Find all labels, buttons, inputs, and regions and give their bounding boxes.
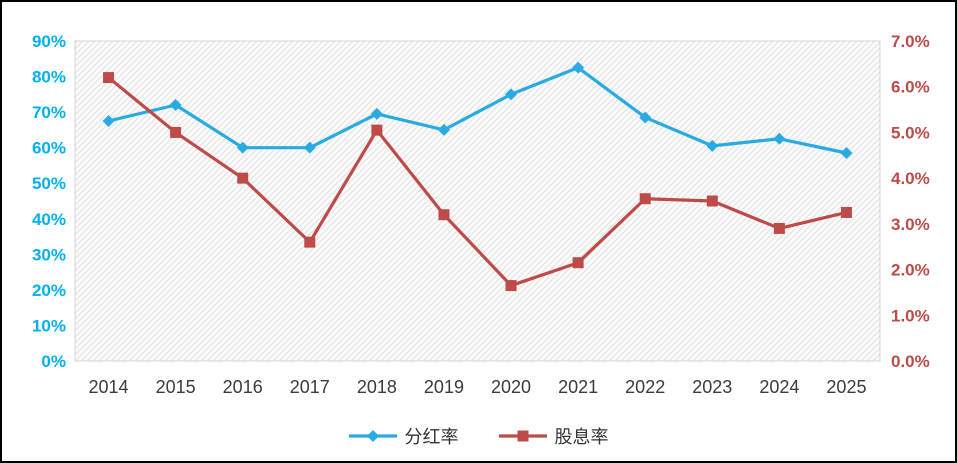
square-marker — [505, 280, 517, 292]
square-marker — [237, 172, 249, 184]
square-marker — [706, 195, 718, 207]
series-line — [106, 66, 849, 155]
square-marker — [103, 72, 115, 84]
square-marker — [371, 124, 383, 136]
x-axis-label: 2018 — [357, 377, 397, 397]
x-axis-label: 2015 — [156, 377, 196, 397]
x-axis-label: 2023 — [692, 377, 732, 397]
square-legend-swatch-icon — [498, 430, 547, 442]
square-marker — [840, 206, 852, 218]
left-axis-tick: 30% — [32, 245, 66, 264]
series-line — [106, 75, 849, 288]
right-axis-tick: 5.0% — [891, 123, 930, 142]
square-marker — [170, 126, 182, 138]
left-axis-tick: 70% — [32, 103, 66, 122]
x-axis-label: 2014 — [89, 377, 129, 397]
diamond-marker — [840, 147, 853, 159]
diamond-marker — [505, 88, 518, 101]
legend-item: 分红率 — [348, 423, 459, 449]
left-axis-tick: 60% — [32, 139, 66, 158]
right-axis-tick: 6.0% — [891, 78, 930, 97]
right-axis-tick: 3.0% — [891, 215, 930, 234]
left-axis-tick: 20% — [32, 281, 66, 300]
x-axis-label: 2019 — [424, 377, 464, 397]
diamond-legend-swatch-icon — [348, 430, 397, 442]
diamond-marker — [370, 107, 383, 120]
x-axis-label: 2024 — [759, 377, 799, 397]
x-axis-label: 2020 — [491, 377, 531, 397]
x-axis-label: 2017 — [290, 377, 330, 397]
left-axis-tick: 50% — [32, 174, 66, 193]
chart-legend: 分红率 股息率 — [2, 423, 955, 449]
diamond-marker — [236, 141, 249, 154]
left-axis-tick: 90% — [32, 32, 66, 51]
legend-item: 股息率 — [498, 423, 609, 449]
diamond-marker — [706, 139, 719, 152]
square-marker — [304, 236, 316, 248]
right-axis-tick: 1.0% — [891, 306, 930, 325]
diamond-marker — [102, 115, 115, 127]
diamond-marker — [437, 123, 450, 136]
left-axis-tick: 40% — [32, 210, 66, 229]
diamond-marker — [303, 141, 316, 154]
square-marker — [572, 257, 584, 269]
x-axis-label: 2025 — [826, 377, 866, 397]
x-axis-label: 2021 — [558, 377, 598, 397]
left-axis-tick: 10% — [32, 316, 66, 335]
square-marker — [773, 222, 785, 234]
right-axis-tick: 2.0% — [891, 261, 930, 280]
square-marker — [639, 193, 651, 205]
plot-area — [74, 40, 881, 362]
diamond-marker — [169, 99, 182, 111]
legend-label: 分红率 — [404, 427, 459, 447]
right-axis-tick: 7.0% — [891, 32, 930, 51]
legend-label: 股息率 — [554, 427, 609, 447]
right-axis-tick: 4.0% — [891, 169, 930, 188]
x-axis-label: 2022 — [625, 377, 665, 397]
left-axis-tick: 80% — [32, 68, 66, 87]
diamond-marker — [639, 111, 652, 124]
diamond-marker — [773, 132, 786, 145]
right-axis-tick: 0.0% — [891, 352, 930, 371]
square-marker — [438, 209, 450, 221]
x-axis-label: 2016 — [223, 377, 263, 397]
left-axis-tick: 0% — [41, 352, 66, 371]
